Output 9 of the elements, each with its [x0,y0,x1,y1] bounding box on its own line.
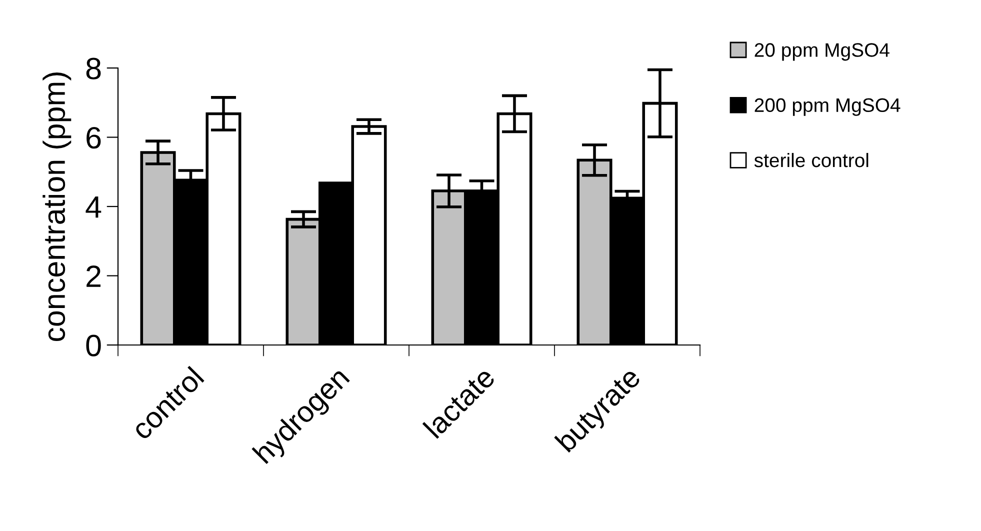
y-axis-title: concentration (ppm) [42,72,72,342]
legend-label: 200 ppm MgSO4 [754,98,900,116]
y-tick-label: 4 [86,196,102,218]
y-tick-label: 2 [86,265,100,287]
legend-label: sterile control [754,152,868,168]
y-tick-label: 6 [86,126,101,149]
y-tick-label: 8 [86,58,101,80]
legend-label: 20 ppm MgSO4 [754,43,890,61]
y-tick-label: 0 [86,334,101,356]
